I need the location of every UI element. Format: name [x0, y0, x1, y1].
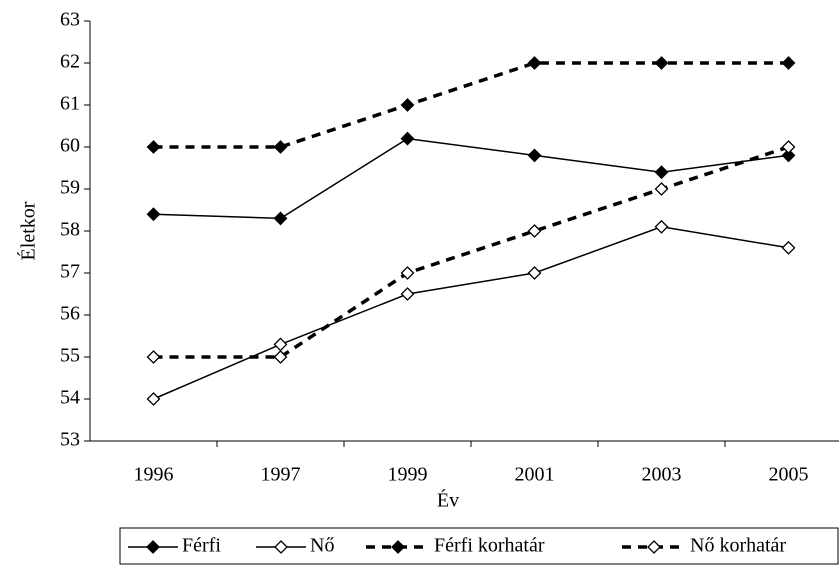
marker — [781, 140, 796, 154]
y-tick-label: 53 — [60, 429, 80, 451]
marker — [527, 266, 542, 280]
legend-label: Nő korhatár — [690, 535, 786, 557]
y-tick-label: 58 — [60, 219, 80, 241]
marker — [273, 337, 288, 352]
series-line — [153, 137, 789, 220]
marker — [400, 131, 415, 146]
x-tick-label: 1999 — [388, 464, 428, 486]
legend-marker — [391, 540, 405, 554]
y-tick-label: 61 — [60, 93, 80, 115]
legend-marker — [274, 540, 288, 554]
y-tick-label: 63 — [60, 9, 80, 31]
marker — [527, 148, 542, 163]
y-tick-label: 55 — [60, 345, 80, 367]
marker — [400, 98, 415, 112]
legend-label: Nő — [310, 535, 334, 557]
legend-marker — [647, 540, 661, 554]
series-line — [153, 145, 790, 359]
x-tick-label: 2003 — [642, 464, 682, 486]
marker — [273, 140, 288, 154]
x-tick-label: 2001 — [515, 464, 555, 486]
x-tick-label: 2005 — [769, 464, 809, 486]
series-line — [153, 226, 789, 400]
marker — [273, 350, 288, 364]
marker — [400, 266, 415, 280]
marker — [781, 56, 796, 70]
y-tick-label: 56 — [60, 303, 80, 325]
legend-box — [119, 527, 839, 565]
y-tick-label: 62 — [60, 51, 80, 73]
marker — [527, 224, 542, 238]
marker — [146, 140, 161, 154]
marker — [654, 56, 669, 70]
y-axis-label: Életkor — [17, 201, 40, 260]
x-tick-label: 1997 — [261, 464, 301, 486]
y-tick-label: 57 — [60, 261, 80, 283]
marker — [781, 148, 796, 163]
marker — [654, 219, 669, 234]
marker — [146, 392, 161, 406]
x-tick-label: 1996 — [134, 464, 174, 486]
marker — [400, 287, 415, 301]
marker — [781, 240, 796, 255]
legend-marker — [146, 540, 160, 554]
x-axis-label: Év — [437, 489, 459, 512]
y-tick-label: 60 — [60, 135, 80, 157]
legend-label: Férfi korhatár — [434, 535, 545, 557]
y-tick-label: 54 — [60, 387, 80, 409]
y-tick-label: 59 — [60, 177, 80, 199]
series-line — [153, 61, 789, 149]
marker — [654, 165, 669, 180]
marker — [146, 207, 161, 222]
legend-label: Férfi — [182, 535, 221, 557]
marker — [146, 350, 161, 364]
marker — [273, 211, 288, 226]
marker — [527, 56, 542, 70]
marker — [654, 182, 669, 196]
